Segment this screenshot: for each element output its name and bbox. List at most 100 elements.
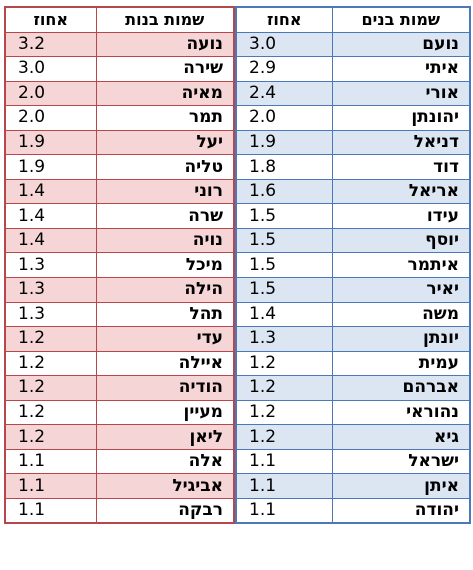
boys-pct-cell: 1.5 bbox=[235, 203, 333, 229]
girls-name-cell: איילה bbox=[95, 350, 235, 377]
girls-table-row: שירה 3.0 bbox=[4, 56, 235, 82]
boys-name-cell: יונתן bbox=[331, 326, 471, 352]
boys-name-cell: דוד bbox=[331, 154, 471, 180]
girls-pct-cell: 1.1 bbox=[4, 473, 97, 499]
girls-table-row: ליאן 1.2 bbox=[4, 424, 235, 450]
girls-pct-cell: 1.9 bbox=[4, 129, 97, 156]
boys-pct-cell: 1.2 bbox=[235, 375, 333, 401]
girls-pct-cell: 1.2 bbox=[4, 424, 97, 450]
girls-name-cell: רוני bbox=[95, 178, 235, 205]
boys-pct-cell: 1.5 bbox=[235, 277, 333, 303]
girls-table-row: יעל 1.9 bbox=[4, 129, 235, 156]
boys-table-row: יהונתן 2.0 bbox=[235, 105, 471, 131]
girls-name-cell: טליה bbox=[95, 154, 235, 180]
girls-pct-cell: 1.1 bbox=[4, 448, 97, 475]
boys-name-header: שמות בנים bbox=[331, 6, 471, 33]
girls-pct-cell: 2.0 bbox=[4, 105, 97, 131]
girls-pct-cell: 1.3 bbox=[4, 277, 97, 303]
girls-name-cell: אביגיל bbox=[95, 473, 235, 499]
girls-name-cell: שרה bbox=[95, 203, 235, 229]
boys-name-cell: ישראל bbox=[331, 448, 471, 475]
girls-name-cell: עדי bbox=[95, 326, 235, 352]
boys-pct-cell: 1.2 bbox=[235, 399, 333, 426]
boys-names-table: שמות בנים אחוז נועם 3.0 איתי 2.9 אורי 2.4 יהונ… bbox=[235, 6, 471, 525]
girls-name-cell: נועה bbox=[95, 31, 235, 58]
girls-pct-cell: 1.3 bbox=[4, 252, 97, 279]
boys-pct-cell: 1.5 bbox=[235, 252, 333, 279]
girls-pct-cell: 1.4 bbox=[4, 203, 97, 229]
boys-name-cell: נועם bbox=[331, 31, 471, 58]
girls-pct-cell: 1.2 bbox=[4, 350, 97, 377]
boys-pct-cell: 1.6 bbox=[235, 178, 333, 205]
girls-header-row: שמות בנות אחוז bbox=[4, 6, 235, 33]
girls-pct-cell: 3.2 bbox=[4, 31, 97, 58]
boys-table-body: נועם 3.0 איתי 2.9 אורי 2.4 יהונתן 2.0 דניאל 1.9 דו… bbox=[235, 31, 471, 524]
girls-table-row: הודיה 1.2 bbox=[4, 375, 235, 401]
girls-table-row: הילה 1.3 bbox=[4, 277, 235, 303]
girls-name-cell: תהל bbox=[95, 301, 235, 328]
boys-table-row: נהוראי 1.2 bbox=[235, 399, 471, 426]
girls-names-table: שמות בנות אחוז נועה 3.2 שירה 3.0 מאיה 2.0 תמר 2… bbox=[4, 6, 235, 525]
boys-name-cell: דניאל bbox=[331, 129, 471, 156]
boys-name-cell: איתן bbox=[331, 473, 471, 499]
boys-table-row: יונתן 1.3 bbox=[235, 326, 471, 352]
girls-pct-cell: 2.0 bbox=[4, 80, 97, 107]
boys-pct-cell: 1.9 bbox=[235, 129, 333, 156]
girls-table-row: איילה 1.2 bbox=[4, 350, 235, 377]
boys-table-row: ישראל 1.1 bbox=[235, 448, 471, 475]
girls-name-cell: הודיה bbox=[95, 375, 235, 401]
girls-pct-cell: 1.2 bbox=[4, 326, 97, 352]
boys-pct-cell: 1.1 bbox=[235, 473, 333, 499]
girls-name-header: שמות בנות bbox=[95, 6, 235, 33]
boys-table-row: יאיר 1.5 bbox=[235, 277, 471, 303]
boys-pct-cell: 1.4 bbox=[235, 301, 333, 328]
girls-table-row: נועה 3.2 bbox=[4, 31, 235, 58]
boys-table-row: איתמר 1.5 bbox=[235, 252, 471, 279]
boys-name-cell: אברהם bbox=[331, 375, 471, 401]
boys-name-cell: עמית bbox=[331, 350, 471, 377]
boys-pct-cell: 3.0 bbox=[235, 31, 333, 58]
girls-pct-cell: 1.4 bbox=[4, 227, 97, 254]
girls-pct-cell: 1.2 bbox=[4, 399, 97, 426]
girls-pct-cell: 1.9 bbox=[4, 154, 97, 180]
boys-pct-cell: 1.3 bbox=[235, 326, 333, 352]
girls-table-row: תמר 2.0 bbox=[4, 105, 235, 131]
girls-table-row: עדי 1.2 bbox=[4, 326, 235, 352]
boys-table-row: אברהם 1.2 bbox=[235, 375, 471, 401]
girls-name-cell: מאיה bbox=[95, 80, 235, 107]
girls-name-cell: מעיין bbox=[95, 399, 235, 426]
boys-name-cell: משה bbox=[331, 301, 471, 328]
boys-name-cell: יאיר bbox=[331, 277, 471, 303]
boys-table-row: גיא 1.2 bbox=[235, 424, 471, 450]
boys-pct-cell: 1.2 bbox=[235, 424, 333, 450]
boys-name-cell: גיא bbox=[331, 424, 471, 450]
girls-pct-header: אחוז bbox=[4, 6, 97, 33]
boys-name-cell: איתי bbox=[331, 56, 471, 82]
boys-pct-cell: 1.8 bbox=[235, 154, 333, 180]
boys-name-cell: יהונתן bbox=[331, 105, 471, 131]
boys-pct-cell: 1.2 bbox=[235, 350, 333, 377]
girls-pct-cell: 1.2 bbox=[4, 375, 97, 401]
girls-name-cell: תמר bbox=[95, 105, 235, 131]
boys-table-row: משה 1.4 bbox=[235, 301, 471, 328]
boys-table-row: יוסף 1.5 bbox=[235, 227, 471, 254]
girls-pct-cell: 1.4 bbox=[4, 178, 97, 205]
girls-table-row: מעיין 1.2 bbox=[4, 399, 235, 426]
boys-table-row: איתן 1.1 bbox=[235, 473, 471, 499]
boys-pct-cell: 1.1 bbox=[235, 497, 333, 524]
girls-table-row: מאיה 2.0 bbox=[4, 80, 235, 107]
boys-name-cell: איתמר bbox=[331, 252, 471, 279]
boys-table-row: דוד 1.8 bbox=[235, 154, 471, 180]
boys-name-cell: יהודה bbox=[331, 497, 471, 524]
girls-pct-cell: 3.0 bbox=[4, 56, 97, 82]
girls-name-cell: יעל bbox=[95, 129, 235, 156]
girls-table-row: רוני 1.4 bbox=[4, 178, 235, 205]
girls-name-cell: ליאן bbox=[95, 424, 235, 450]
girls-pct-cell: 1.1 bbox=[4, 497, 97, 524]
girls-name-cell: מיכל bbox=[95, 252, 235, 279]
boys-table-row: עמית 1.2 bbox=[235, 350, 471, 377]
boys-table-row: דניאל 1.9 bbox=[235, 129, 471, 156]
boys-pct-cell: 2.0 bbox=[235, 105, 333, 131]
boys-pct-cell: 2.4 bbox=[235, 80, 333, 107]
boys-table-row: נועם 3.0 bbox=[235, 31, 471, 58]
